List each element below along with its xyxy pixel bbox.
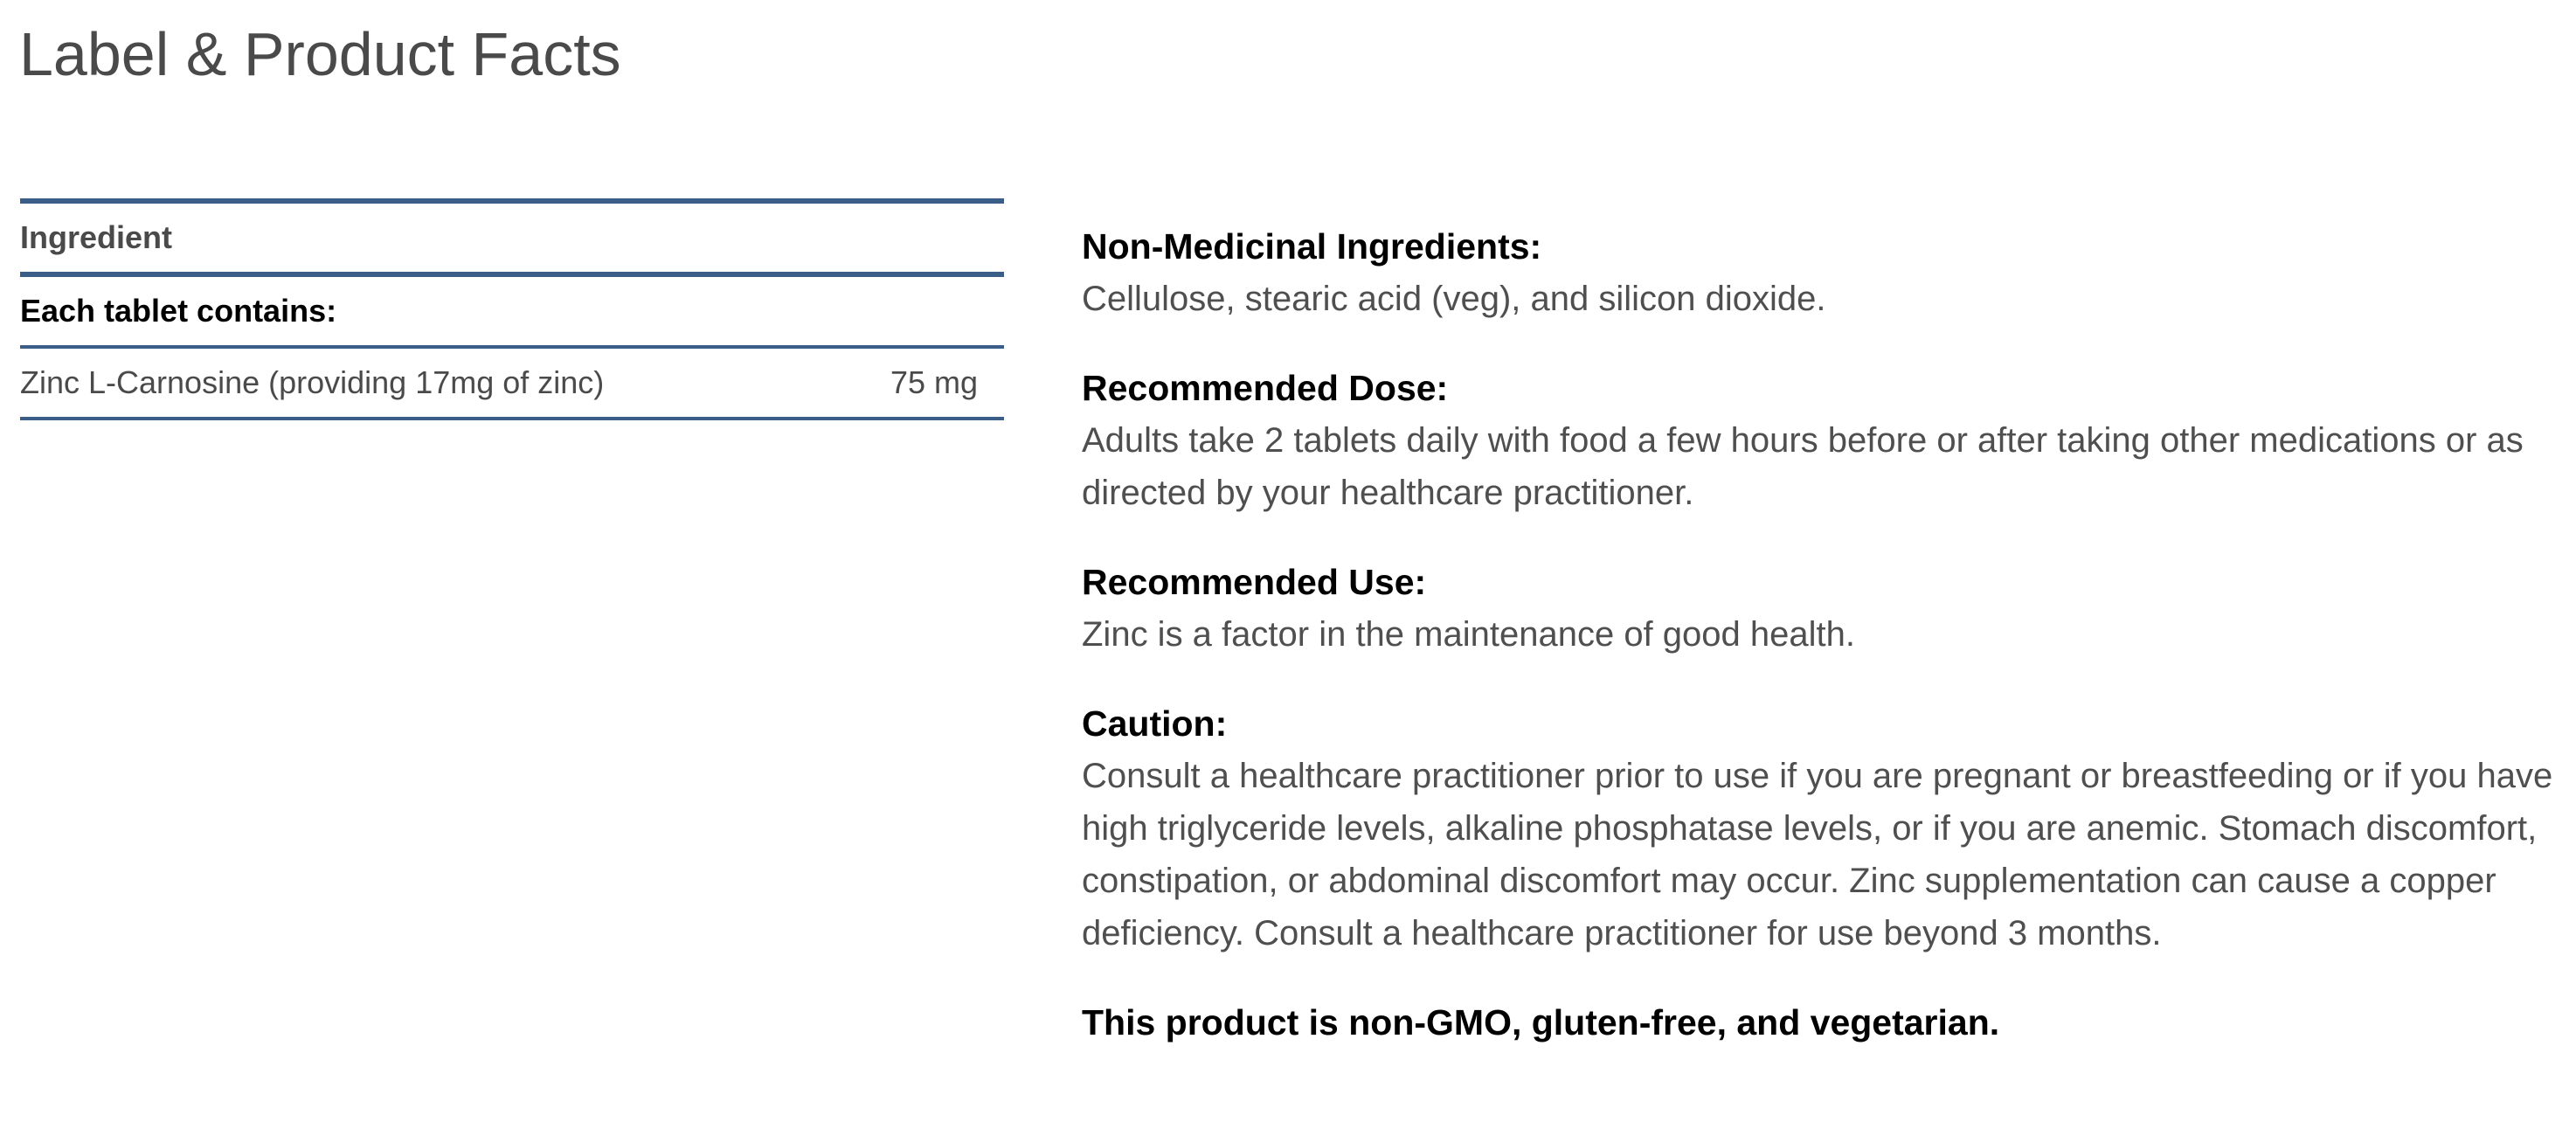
table-divider [20, 417, 1004, 420]
section-heading: Recommended Use: [1082, 562, 1427, 602]
section-heading: Recommended Dose: [1082, 368, 1449, 408]
page-title: Label & Product Facts [19, 20, 621, 88]
non-medicinal-ingredients-section: Non-Medicinal Ingredients: Cellulose, st… [1082, 220, 2559, 325]
section-text: Zinc is a factor in the maintenance of g… [1082, 615, 1855, 654]
table-divider [20, 198, 1004, 204]
section-heading: Non-Medicinal Ingredients: [1082, 226, 1542, 267]
table-row: Zinc L-Carnosine (providing 17mg of zinc… [20, 349, 1004, 417]
product-attributes-note: This product is non-GMO, gluten-free, an… [1082, 1002, 2000, 1042]
ingredients-table: Ingredient Each tablet contains: Zinc L-… [20, 198, 1004, 420]
section-heading: Caution: [1082, 703, 1228, 744]
table-header: Ingredient [20, 204, 1004, 272]
recommended-use-section: Recommended Use: Zinc is a factor in the… [1082, 556, 2559, 661]
section-text: Cellulose, stearic acid (veg), and silic… [1082, 280, 1826, 318]
ingredient-column-header: Ingredient [20, 219, 173, 255]
each-tablet-label: Each tablet contains: [20, 293, 337, 329]
ingredient-name: Zinc L-Carnosine (providing 17mg of zinc… [20, 364, 605, 400]
table-subheader: Each tablet contains: [20, 277, 1004, 345]
section-text: Consult a healthcare practitioner prior … [1082, 757, 2553, 952]
caution-section: Caution: Consult a healthcare practition… [1082, 697, 2559, 959]
section-text: Adults take 2 tablets daily with food a … [1082, 421, 2524, 512]
recommended-dose-section: Recommended Dose: Adults take 2 tablets … [1082, 362, 2559, 519]
product-facts: Non-Medicinal Ingredients: Cellulose, st… [1082, 220, 2559, 1049]
table-divider [20, 345, 1004, 349]
ingredient-amount: 75 mg [890, 364, 978, 400]
table-divider [20, 272, 1004, 277]
